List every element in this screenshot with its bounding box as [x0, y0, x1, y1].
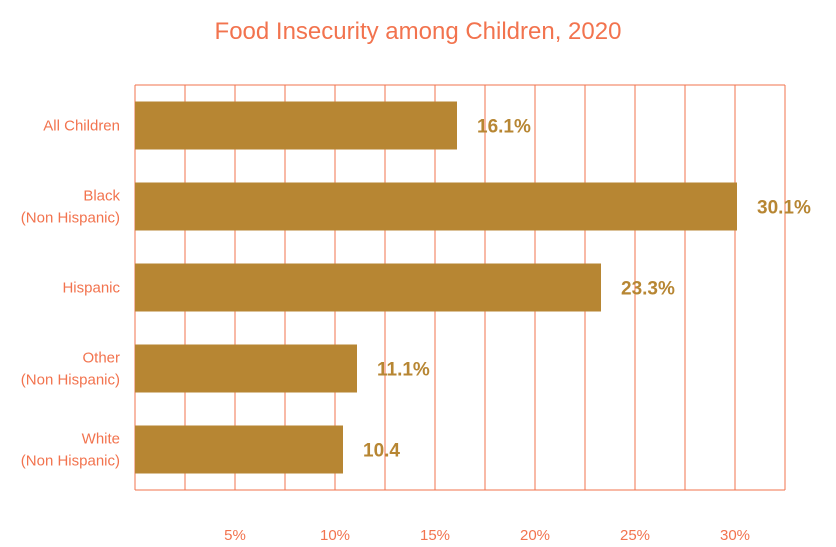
- category-label: All Children: [43, 118, 120, 135]
- tick-label: 10%: [320, 527, 350, 544]
- bars: [135, 101, 737, 474]
- category-label: Black (Non Hispanic): [21, 188, 121, 227]
- category-label: White (Non Hispanic): [21, 431, 120, 470]
- tick-labels: 5% 10% 15% 20% 25% 30%: [224, 527, 750, 544]
- data-label: 23.3%: [621, 279, 675, 300]
- bar: [135, 182, 737, 231]
- data-labels: 16.1% 30.1% 23.3% 11.1% 10.4: [363, 117, 811, 462]
- data-label: 11.1%: [377, 360, 430, 381]
- bar: [135, 425, 343, 474]
- data-label: 10.4: [363, 441, 400, 462]
- tick-label: 5%: [224, 527, 246, 544]
- bar: [135, 263, 601, 312]
- bar: [135, 344, 357, 393]
- tick-label: 20%: [520, 527, 550, 544]
- data-label: 30.1%: [757, 198, 811, 219]
- tick-label: 30%: [720, 527, 750, 544]
- category-label: Hispanic: [62, 280, 120, 297]
- tick-label: 25%: [620, 527, 650, 544]
- category-labels: All Children Black (Non Hispanic) Hispanic O…: [21, 118, 121, 470]
- bar: [135, 101, 457, 150]
- tick-label: 15%: [420, 527, 450, 544]
- category-label: Other (Non Hispanic): [21, 350, 120, 389]
- chart-title: Food Insecurity among Children, 2020: [214, 18, 622, 45]
- data-label: 16.1%: [477, 117, 531, 138]
